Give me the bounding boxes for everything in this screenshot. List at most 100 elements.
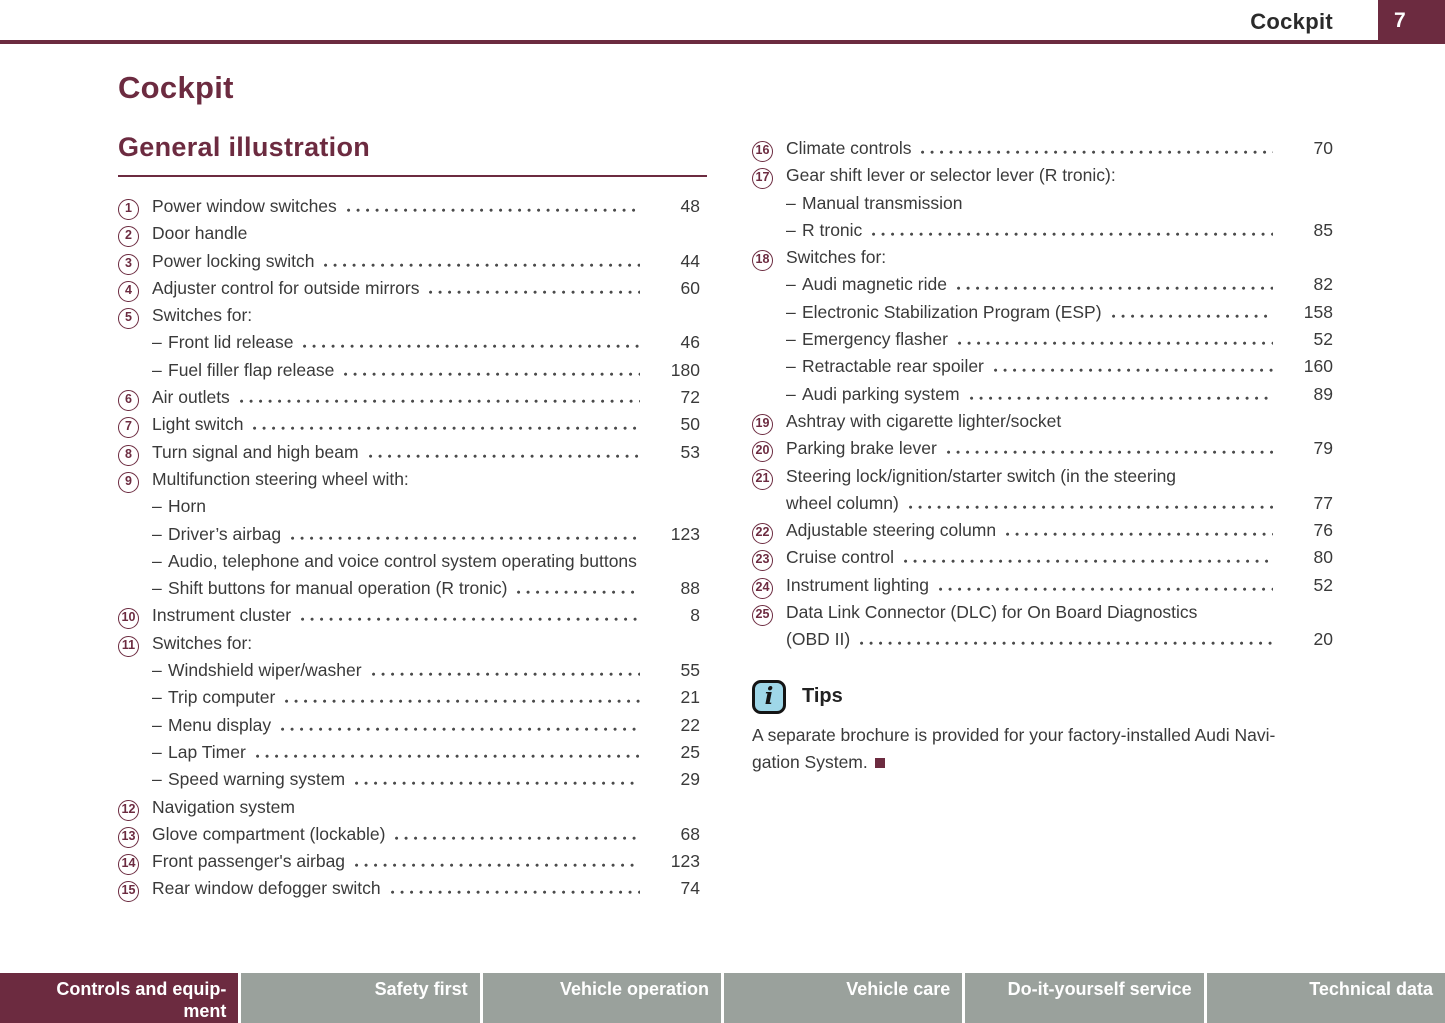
- item-number-column: 3: [118, 248, 152, 275]
- item-number-badge: 10: [118, 608, 139, 630]
- toc-subitem: Menu display 22: [118, 712, 700, 739]
- toc-item: 9 Multifunction steering wheel with:: [118, 466, 700, 493]
- info-icon: i: [752, 679, 786, 714]
- toc-item-label: Cruise control: [786, 547, 894, 568]
- toc-item-page: 53: [680, 441, 700, 462]
- toc-item: 4 Adjuster control for outside mirrors 60: [118, 275, 700, 302]
- toc-item-label: wheel column): [786, 492, 899, 513]
- toc-item-page: 55: [680, 660, 700, 681]
- item-number-badge: 18: [752, 250, 773, 272]
- toc-item-body: Climate controls 70: [786, 135, 1333, 162]
- toc-item-page: 46: [680, 332, 700, 353]
- item-number-column: 25: [752, 599, 786, 627]
- toc-item-body: Gear shift lever or selector lever (R tr…: [786, 162, 1333, 189]
- item-number-badge: 14: [118, 854, 139, 876]
- dot-leader: [291, 534, 640, 540]
- toc-item-page: 158: [1303, 301, 1333, 322]
- dot-leader: [872, 230, 1273, 236]
- page-number: 7: [1394, 9, 1406, 32]
- tips-text-line2: gation System.: [752, 751, 868, 772]
- toc-item-label: Retractable rear spoiler: [802, 356, 984, 377]
- toc-item: 25 Data Link Connector (DLC) for On Board…: [752, 599, 1333, 627]
- dot-leader: [908, 503, 1273, 509]
- toc-item-label: Fuel filler flap release: [168, 359, 335, 380]
- toc-subitem: Electronic Stabilization Program (ESP) 15…: [752, 299, 1333, 326]
- footer-tab-do-it-yourself-service: Do-it-yourself service: [962, 973, 1204, 1023]
- toc-item-page: 79: [1313, 438, 1333, 459]
- toc-subitem-body: Electronic Stabilization Program (ESP) 15…: [786, 299, 1333, 326]
- toc-item-label: Trip computer: [168, 687, 276, 708]
- toc-item-body: Adjuster control for outside mirrors 60: [152, 275, 700, 302]
- toc-item-page: 72: [680, 387, 700, 408]
- header-rule: [0, 40, 1445, 44]
- toc-item-body: wheel column) 77: [786, 490, 1333, 517]
- toc-item-page: 44: [680, 250, 700, 271]
- toc-item: 16 Climate controls 70: [752, 135, 1333, 162]
- toc-item-body: Switches for:: [152, 302, 700, 329]
- dot-leader: [993, 367, 1273, 373]
- item-number-column: 20: [752, 435, 786, 463]
- footer-tab-vehicle-operation: Vehicle operation: [479, 973, 721, 1023]
- toc-subitem-body: Shift buttons for manual operation (R tr…: [152, 575, 700, 602]
- toc-item-label: Ashtray with cigarette lighter/socket: [786, 410, 1062, 431]
- toc-item-label: (OBD II): [786, 629, 851, 650]
- toc-subitem-body: Audio, telephone and voice control syste…: [152, 548, 700, 575]
- toc-item-body: Cruise control 80: [786, 544, 1333, 571]
- dot-leader: [344, 370, 640, 376]
- item-number-badge: 4: [118, 280, 139, 302]
- item-number-badge: 23: [752, 550, 773, 572]
- toc-item-page: 70: [1313, 138, 1333, 158]
- toc-item-body: Front passenger's airbag 123: [152, 848, 700, 875]
- toc-item: 7 Light switch 50: [118, 411, 700, 439]
- footer-tab-label: Do-it-yourself service: [1007, 979, 1192, 999]
- toc-subitem-body: Windshield wiper/washer 55: [152, 657, 700, 684]
- dot-leader: [903, 558, 1273, 564]
- item-number-column: 21: [752, 463, 786, 490]
- footer-tab-label: Controls and equip-: [56, 979, 227, 999]
- header-section-label: Cockpit: [1250, 9, 1333, 34]
- toc-subitem: Audi parking system 89: [752, 381, 1333, 408]
- item-number-badge: 19: [752, 413, 773, 435]
- toc-item: 6 Air outlets 72: [118, 384, 700, 412]
- toc-item-label: Speed warning system: [168, 769, 346, 790]
- toc-item-label: Front passenger's airbag: [152, 851, 346, 872]
- toc-item-page: 123: [670, 523, 700, 544]
- footer-tab-label: Vehicle care: [846, 979, 951, 999]
- footer-tab-label: Vehicle operation: [559, 979, 709, 999]
- item-number-badge: 6: [118, 390, 139, 412]
- toc-item-label: R tronic: [802, 219, 863, 240]
- footer-tab-label: Safety first: [374, 979, 468, 999]
- page-number-box: 7: [1378, 0, 1445, 44]
- item-number-badge: 17: [752, 168, 773, 190]
- toc-subitem: Emergency flasher 52: [752, 326, 1333, 353]
- toc-item-label: Instrument cluster: [152, 605, 292, 626]
- toc-item-page: 60: [680, 277, 700, 298]
- toc-subitem-body: Manual transmission: [786, 190, 1333, 217]
- toc-item-label: Gear shift lever or selector lever (R tr…: [786, 165, 1116, 186]
- toc-item-label: Electronic Stabilization Program (ESP): [802, 301, 1102, 322]
- toc-item-label: Audio, telephone and voice control syste…: [168, 550, 637, 571]
- toc-item-label: Shift buttons for manual operation (R tr…: [168, 578, 508, 599]
- toc-item-label: Windshield wiper/washer: [168, 660, 362, 681]
- item-number-column: 15: [118, 875, 152, 903]
- toc-item-body: Switches for:: [786, 244, 1333, 271]
- toc-item-body: Switches for:: [152, 630, 700, 657]
- item-number-column: 13: [118, 821, 152, 848]
- item-number-column: 7: [118, 411, 152, 439]
- item-number-column: 24: [752, 572, 786, 599]
- toc-item-body: Multifunction steering wheel with:: [152, 466, 700, 493]
- toc-item-page: 22: [680, 714, 700, 735]
- dot-leader: [395, 834, 640, 840]
- toc-item-body: Power locking switch 44: [152, 248, 700, 275]
- toc-subitem-body: Menu display 22: [152, 712, 700, 739]
- toc-subitem-body: Trip computer 21: [152, 684, 700, 711]
- item-number-badge: 12: [118, 799, 139, 821]
- toc-item-label: Steering lock/ignition/starter switch (i…: [786, 465, 1177, 486]
- item-number-badge: 2: [118, 226, 139, 248]
- toc-item-label: Data Link Connector (DLC) for On Board D…: [786, 602, 1198, 623]
- toc-item: 18 Switches for:: [752, 244, 1333, 272]
- toc-item-page: 52: [1313, 329, 1333, 350]
- toc-item-label: Turn signal and high beam: [152, 441, 359, 462]
- item-number-badge: 5: [118, 308, 139, 330]
- toc-item-label: Menu display: [168, 714, 272, 735]
